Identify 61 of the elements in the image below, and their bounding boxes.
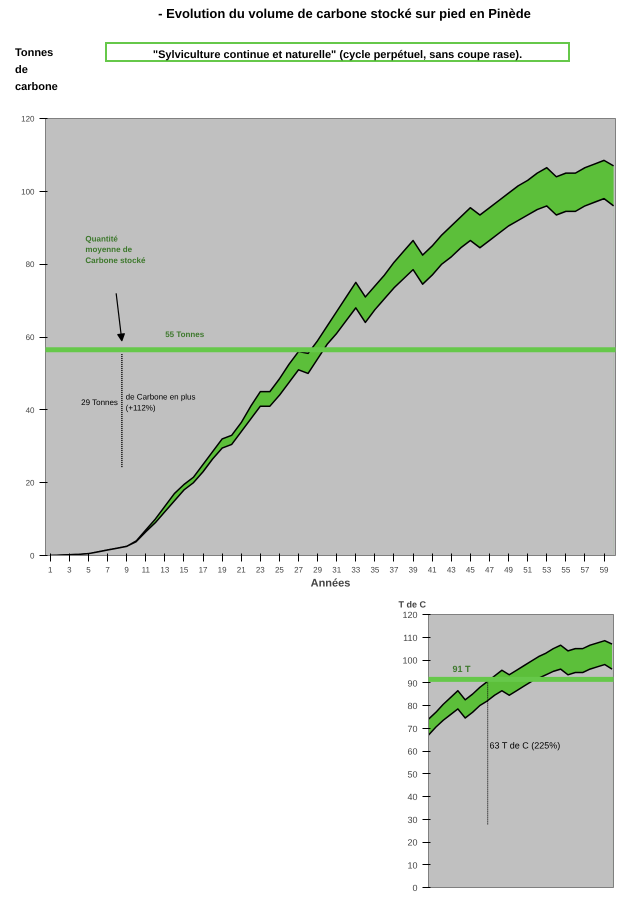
y-tick-label: 60 — [26, 333, 36, 342]
ref-line-label: 55 Tonnes — [165, 330, 205, 339]
y-tick-label: 20 — [26, 478, 36, 488]
x-tick-label: 47 — [485, 566, 494, 574]
y-tick-label: 0 — [412, 883, 418, 893]
x-tick-label: 43 — [446, 566, 456, 574]
x-tick-label: 25 — [274, 566, 284, 574]
y-axis-title: Tonnes de carbone — [15, 46, 58, 95]
y-tick-label: 110 — [403, 632, 418, 643]
x-tick-label: 45 — [466, 566, 476, 574]
x-axis-title: Années — [310, 578, 350, 590]
x-tick-label: 33 — [351, 566, 361, 574]
x-tick-label: 29 — [313, 566, 323, 574]
annotation: 29 Tonnes — [81, 398, 118, 408]
y-tick-label: 100 — [402, 656, 418, 666]
y-tick-label: 120 — [21, 114, 36, 124]
x-tick-label: 11 — [142, 566, 150, 574]
chart-subtitle: "Sylviculture continue et naturelle" (cycle perpétuel, sans coupe rase). — [152, 48, 522, 63]
x-tick-label: 1 — [48, 566, 54, 574]
x-tick-label: 17 — [198, 566, 208, 574]
x-tick-label: 53 — [542, 566, 552, 574]
y-tick-label: 80 — [407, 701, 418, 711]
y-tick-label: 70 — [407, 724, 418, 734]
y-tick-label: 20 — [407, 838, 418, 848]
x-tick-label: 31 — [332, 566, 342, 574]
x-tick-label: 7 — [105, 566, 110, 574]
x-tick-label: 57 — [580, 566, 590, 574]
x-tick-label: 37 — [390, 566, 399, 574]
y-tick-label: 80 — [26, 260, 36, 270]
x-tick-label: 41 — [428, 566, 438, 574]
y-tick-label: 10 — [407, 860, 418, 870]
x-tick-label: 3 — [67, 566, 72, 574]
annotation: Quantité moyenne de Carbone stocké — [85, 234, 146, 265]
x-tick-label: 13 — [160, 566, 170, 574]
y-tick-label: 40 — [26, 406, 36, 415]
annotation: 63 T de C (225%) — [490, 740, 560, 751]
x-tick-label: 39 — [408, 566, 418, 574]
x-tick-label: 59 — [600, 566, 610, 574]
x-tick-label: 27 — [294, 566, 304, 574]
y-tick-label: 50 — [407, 769, 418, 780]
y-tick-label: 30 — [407, 814, 418, 825]
x-tick-label: 19 — [218, 566, 228, 574]
y-tick-label: 100 — [21, 187, 36, 196]
x-tick-label: 15 — [179, 566, 189, 574]
y-tick-label: 0 — [30, 552, 36, 560]
y-tick-label: 40 — [407, 792, 418, 802]
x-tick-label: 9 — [124, 566, 130, 574]
annotation: de Carbone en plus (+112%) — [126, 392, 196, 412]
x-tick-label: 35 — [370, 566, 380, 574]
y-tick-label: 120 — [402, 610, 418, 620]
ref-line-label: 91 T — [452, 664, 472, 674]
y-tick-label: 60 — [407, 746, 418, 756]
x-tick-label: 51 — [523, 566, 533, 574]
x-tick-label: 5 — [86, 566, 92, 574]
x-tick-label: 49 — [504, 566, 514, 574]
x-tick-label: 21 — [236, 566, 246, 574]
y-tick-label: 90 — [407, 678, 418, 688]
x-tick-label: 55 — [561, 566, 571, 574]
x-tick-label: 23 — [256, 566, 266, 574]
y-axis-title: T de C — [398, 600, 426, 610]
chart-title: - Evolution du volume de carbone stocké sur pied en Pinède — [158, 5, 531, 23]
